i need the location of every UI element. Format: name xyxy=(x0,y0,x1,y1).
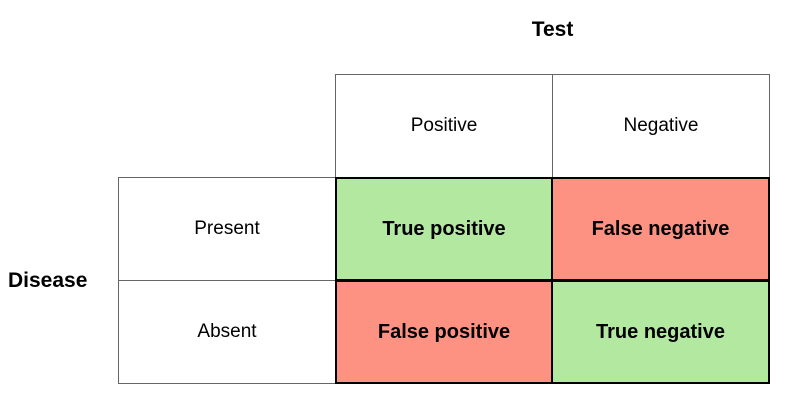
column-header-negative: Negative xyxy=(552,74,770,178)
cell-true-positive: True positive xyxy=(335,177,553,281)
row-header-present: Present xyxy=(118,177,336,281)
row-axis-label: Disease xyxy=(8,268,88,292)
column-axis-label: Test xyxy=(531,18,574,41)
cell-false-negative: False negative xyxy=(551,177,770,281)
cell-false-positive: False positive xyxy=(335,280,553,384)
cell-true-negative: True negative xyxy=(551,280,770,384)
column-header-positive: Positive xyxy=(335,74,553,178)
row-header-absent: Absent xyxy=(118,280,336,384)
